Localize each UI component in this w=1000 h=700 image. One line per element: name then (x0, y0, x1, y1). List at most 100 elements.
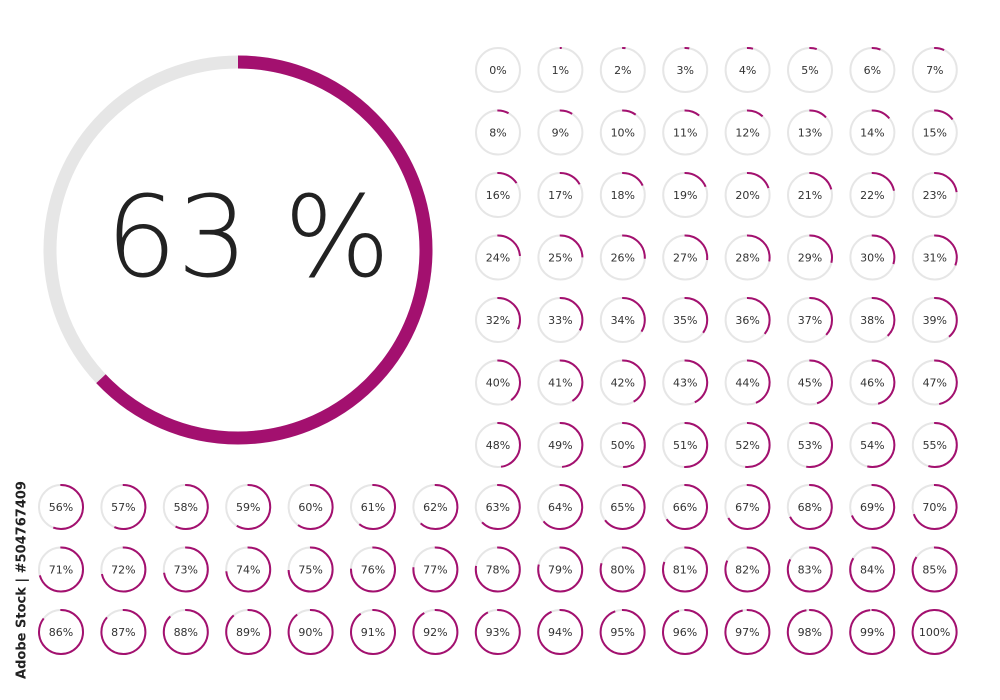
ring-label: 38% (860, 314, 884, 327)
ring-label: 92% (423, 626, 447, 639)
ring-label: 1% (552, 64, 569, 77)
ring-arc (475, 172, 521, 218)
ring-arc (849, 359, 896, 406)
ring-label: 68% (798, 501, 822, 514)
ring-label: 9% (552, 127, 569, 140)
ring-arc (599, 609, 646, 655)
ring-label: 100% (919, 626, 950, 639)
ring-arc (537, 422, 584, 468)
ring-arc (724, 546, 771, 593)
ring-arc (287, 546, 334, 593)
ring-arc (599, 359, 646, 406)
ring-label: 75% (298, 564, 322, 577)
ring-arc (662, 422, 709, 468)
ring-arc (537, 359, 584, 406)
ring-arc (537, 47, 584, 93)
ring-arc (287, 609, 334, 655)
ring-label: 10% (611, 127, 635, 140)
ring-arc (225, 484, 272, 530)
ring-label: 47% (923, 377, 947, 390)
ring-arc (724, 609, 771, 655)
ring-label: 63% (486, 501, 510, 514)
ring-arc (412, 609, 459, 655)
ring-arc (412, 546, 459, 593)
ring-arc (599, 297, 646, 343)
ring-arc (849, 422, 896, 468)
ring-arc (662, 359, 709, 406)
ring-label: 3% (676, 64, 693, 77)
ring-label: 16% (486, 189, 510, 202)
ring-arc (599, 484, 646, 530)
ring-arc (537, 172, 584, 218)
ring-arc (849, 234, 896, 281)
ring-label: 13% (798, 127, 822, 140)
ring-arc (724, 234, 771, 281)
ring-label: 39% (923, 314, 947, 327)
ring-arc (475, 359, 521, 406)
ring-arc (724, 484, 771, 530)
ring-arc (724, 359, 771, 406)
ring-label: 65% (610, 501, 634, 514)
ring-arc (537, 609, 584, 655)
ring-label: 96% (673, 626, 697, 639)
ring-arc (911, 484, 958, 530)
ring-arc (162, 484, 209, 530)
ring-arc (537, 297, 584, 343)
ring-arc (911, 422, 958, 468)
ring-label: 78% (486, 564, 510, 577)
ring-arc (537, 234, 584, 281)
ring-label: 15% (923, 127, 947, 140)
ring-arc (662, 109, 709, 156)
ring-label: 27% (673, 252, 697, 265)
ring-label: 72% (111, 564, 135, 577)
ring-label: 18% (611, 189, 635, 202)
ring-label: 5% (801, 64, 818, 77)
ring-label: 14% (860, 127, 884, 140)
ring-label: 91% (361, 626, 385, 639)
ring-arc (849, 546, 896, 593)
ring-label: 67% (735, 501, 759, 514)
ring-arc (662, 484, 708, 530)
ring-label: 37% (798, 314, 822, 327)
ring-arc (787, 234, 833, 281)
ring-label: 56% (49, 501, 73, 514)
ring-arc (724, 109, 771, 156)
ring-arc (724, 47, 771, 93)
ring-arc (786, 484, 833, 530)
ring-label: 40% (486, 377, 510, 390)
ring-arc (599, 172, 646, 218)
ring-arc (662, 609, 708, 655)
ring-label: 81% (673, 564, 697, 577)
ring-label: 74% (236, 564, 260, 577)
ring-arc (599, 422, 646, 468)
ring-arc (38, 546, 84, 593)
ring-arc (599, 546, 646, 593)
ring-label: 54% (860, 439, 884, 452)
ring-label: 0% (489, 64, 506, 77)
ring-label: 60% (298, 501, 322, 514)
ring-label: 2% (614, 64, 631, 77)
ring-label: 57% (111, 501, 135, 514)
ring-label: 87% (111, 626, 135, 639)
ring-label: 69% (860, 501, 884, 514)
ring-arc (475, 234, 521, 281)
ring-arc (475, 109, 521, 156)
ring-label: 90% (298, 626, 322, 639)
ring-label: 8% (489, 127, 506, 140)
ring-label: 43% (673, 377, 697, 390)
ring-label: 17% (548, 189, 572, 202)
ring-arc (662, 172, 709, 218)
ring-label: 76% (361, 564, 385, 577)
ring-arc (225, 546, 272, 593)
ring-arc (537, 546, 584, 593)
ring-arc (599, 109, 646, 156)
ring-label: 61% (361, 501, 385, 514)
ring-label: 79% (548, 564, 572, 577)
ring-label: 20% (735, 189, 759, 202)
ring-label: 4% (739, 64, 756, 77)
ring-arc (911, 359, 958, 406)
ring-arc (787, 297, 833, 343)
ring-label: 64% (548, 501, 572, 514)
watermark: Adobe Stock | #504767409 (15, 481, 30, 679)
